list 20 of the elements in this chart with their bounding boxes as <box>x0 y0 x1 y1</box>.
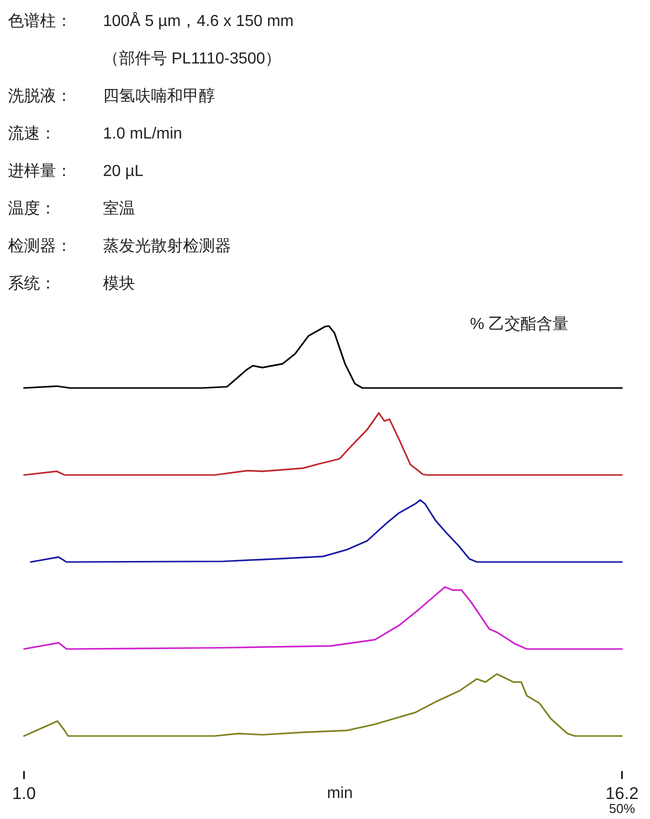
text: 系统： <box>8 274 56 292</box>
text: 检测器： <box>8 237 72 255</box>
text: 色谱柱： <box>8 12 72 30</box>
text: 室温 <box>103 200 135 218</box>
text: 100Å 5 µm，4.6 x 150 mm <box>103 12 294 30</box>
text: 蒸发光散射检测器 <box>103 237 231 255</box>
legend-title: % 乙交酯含量 <box>470 315 569 333</box>
text: 洗脱液： <box>8 87 72 105</box>
text: 进样量： <box>8 162 72 180</box>
text: （部件号 PL1110-3500） <box>103 50 282 68</box>
text: 1.0 mL/min <box>103 126 182 142</box>
text: 流速： <box>8 124 56 142</box>
text: 50% <box>608 801 636 816</box>
text: 四氢呋喃和甲醇 <box>103 87 215 105</box>
x-tick-label: 1.0 <box>12 784 36 804</box>
x-axis-title: min <box>327 785 353 802</box>
text: 20 µL <box>103 163 144 180</box>
x-tick-label: 16.2 <box>605 784 639 804</box>
text: 温度： <box>8 200 56 218</box>
text: 模块 <box>103 274 135 292</box>
